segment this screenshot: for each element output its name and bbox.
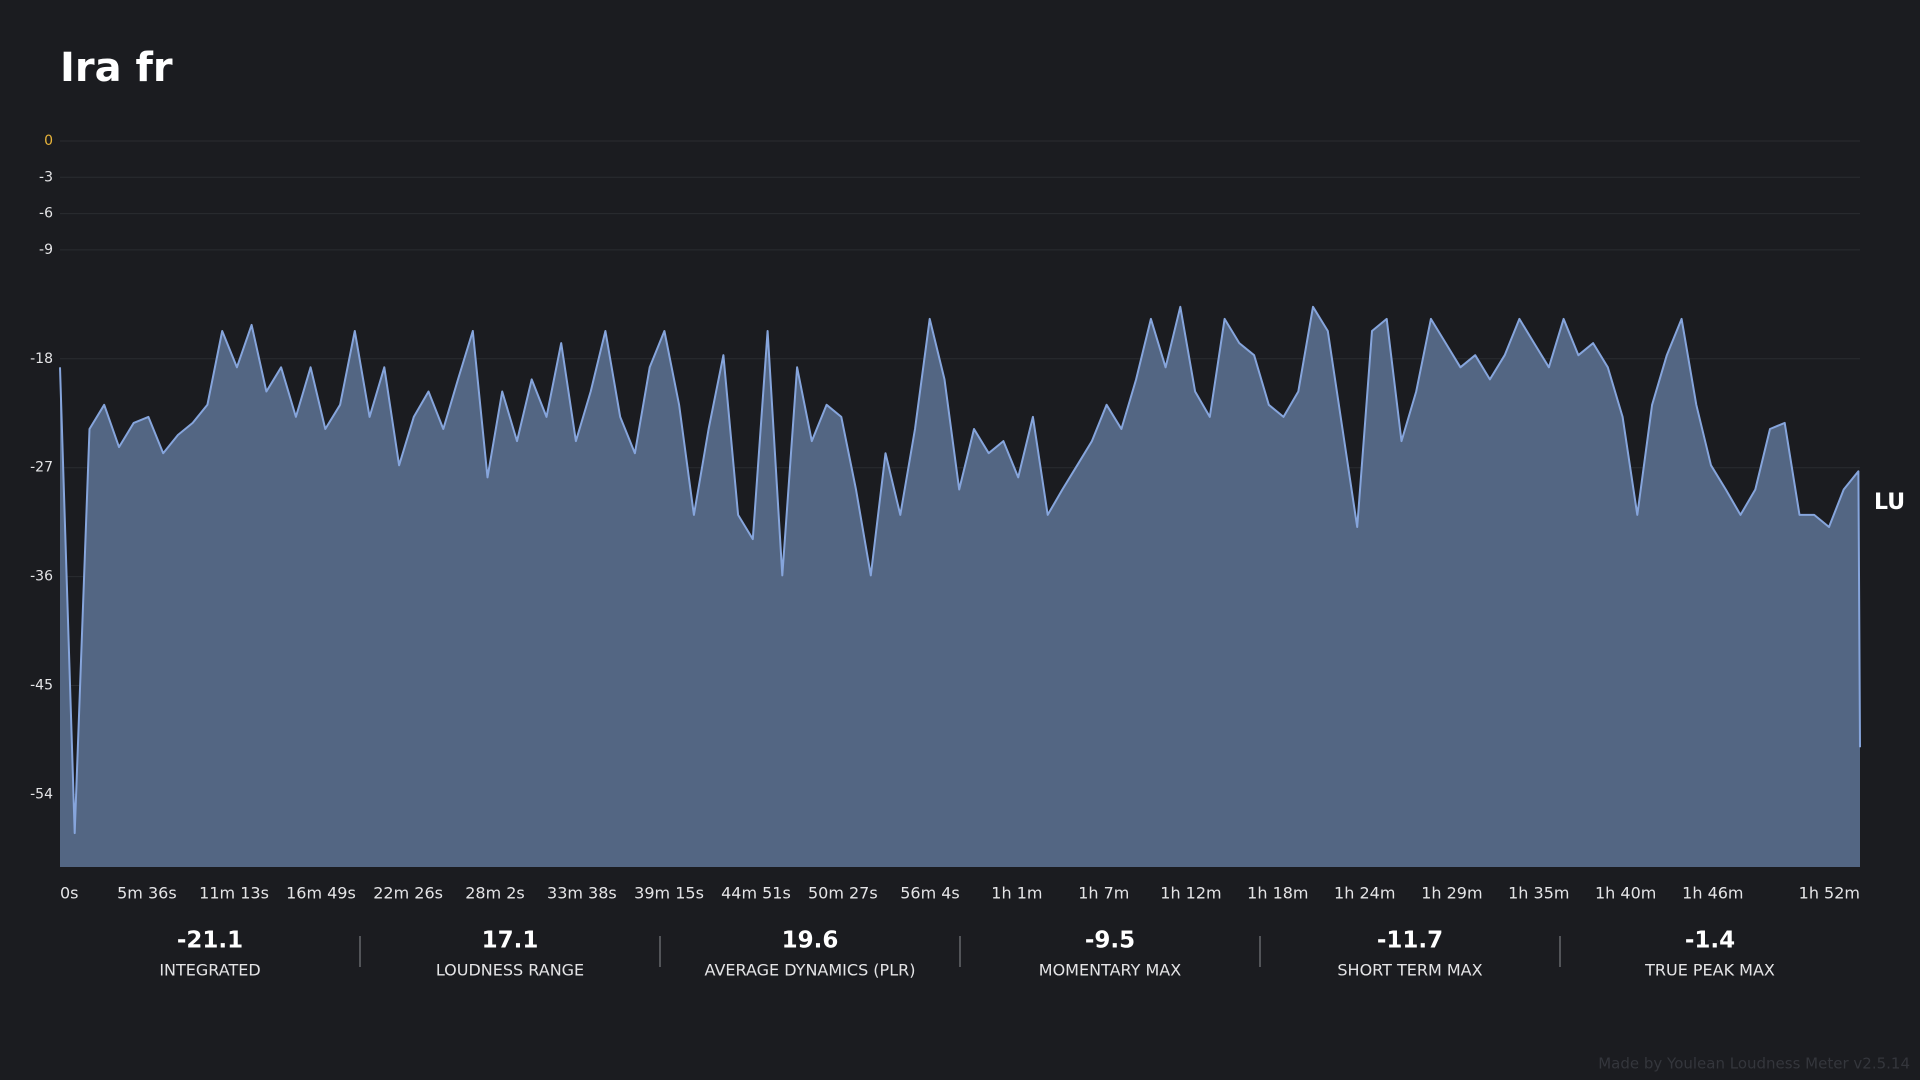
y-tick-label: -18 <box>30 351 53 367</box>
x-tick-label: 28m 2s <box>465 884 525 903</box>
y-tick-label: -9 <box>39 242 53 258</box>
stat-label: MOMENTARY MAX <box>1039 961 1181 980</box>
stat-value: 17.1 <box>482 928 539 954</box>
y-tick-label: 0 <box>44 133 53 149</box>
y-tick-label: -3 <box>39 169 53 185</box>
x-tick-label: 1h 24m <box>1334 884 1395 903</box>
area <box>60 306 1860 867</box>
footer: Made by Youlean Loudness Meter v2.5.14 <box>1598 1055 1910 1073</box>
x-tick-label: 1h 40m <box>1595 884 1656 903</box>
x-tick-label: 1h 29m <box>1421 884 1482 903</box>
chart-title: Ira fr <box>60 45 173 91</box>
y-tick-label: -54 <box>30 786 53 802</box>
x-tick-label: 1h 12m <box>1160 884 1221 903</box>
x-tick-label: 11m 13s <box>199 884 269 903</box>
x-tick-label: 56m 4s <box>900 884 960 903</box>
stat-label: TRUE PEAK MAX <box>1644 961 1775 980</box>
unit-label: LU <box>1874 490 1905 515</box>
stat-label: AVERAGE DYNAMICS (PLR) <box>705 961 916 980</box>
x-tick-label: 1h 1m <box>991 884 1042 903</box>
stat-value: -21.1 <box>177 928 243 954</box>
x-tick-label: 33m 38s <box>547 884 617 903</box>
x-tick-label: 1h 35m <box>1508 884 1569 903</box>
stat-value: -11.7 <box>1377 928 1443 954</box>
stat-value: -9.5 <box>1085 928 1135 954</box>
stat-label: LOUDNESS RANGE <box>436 961 584 980</box>
x-tick-label: 1h 46m <box>1682 884 1743 903</box>
x-tick-label: 39m 15s <box>634 884 704 903</box>
x-tick-label: 1h 18m <box>1247 884 1308 903</box>
x-tick-label: 1h 7m <box>1078 884 1129 903</box>
x-tick-label: 0s <box>60 884 79 903</box>
y-tick-label: -45 <box>30 678 53 694</box>
x-tick-label: 1h 52m <box>1799 884 1860 903</box>
line <box>59 305 1861 835</box>
x-tick-label: 50m 27s <box>808 884 878 903</box>
x-tick-label: 22m 26s <box>373 884 443 903</box>
x-tick-label: 5m 36s <box>117 884 177 903</box>
stat-label: INTEGRATED <box>159 961 260 980</box>
y-tick-label: -36 <box>30 569 53 585</box>
stat-label: SHORT TERM MAX <box>1337 961 1482 980</box>
y-tick-label: -27 <box>30 460 53 476</box>
x-tick-label: 44m 51s <box>721 884 791 903</box>
x-tick-label: 16m 49s <box>286 884 356 903</box>
stat-value: -1.4 <box>1685 928 1735 954</box>
y-tick-label: -6 <box>39 206 53 222</box>
stat-value: 19.6 <box>782 928 839 954</box>
